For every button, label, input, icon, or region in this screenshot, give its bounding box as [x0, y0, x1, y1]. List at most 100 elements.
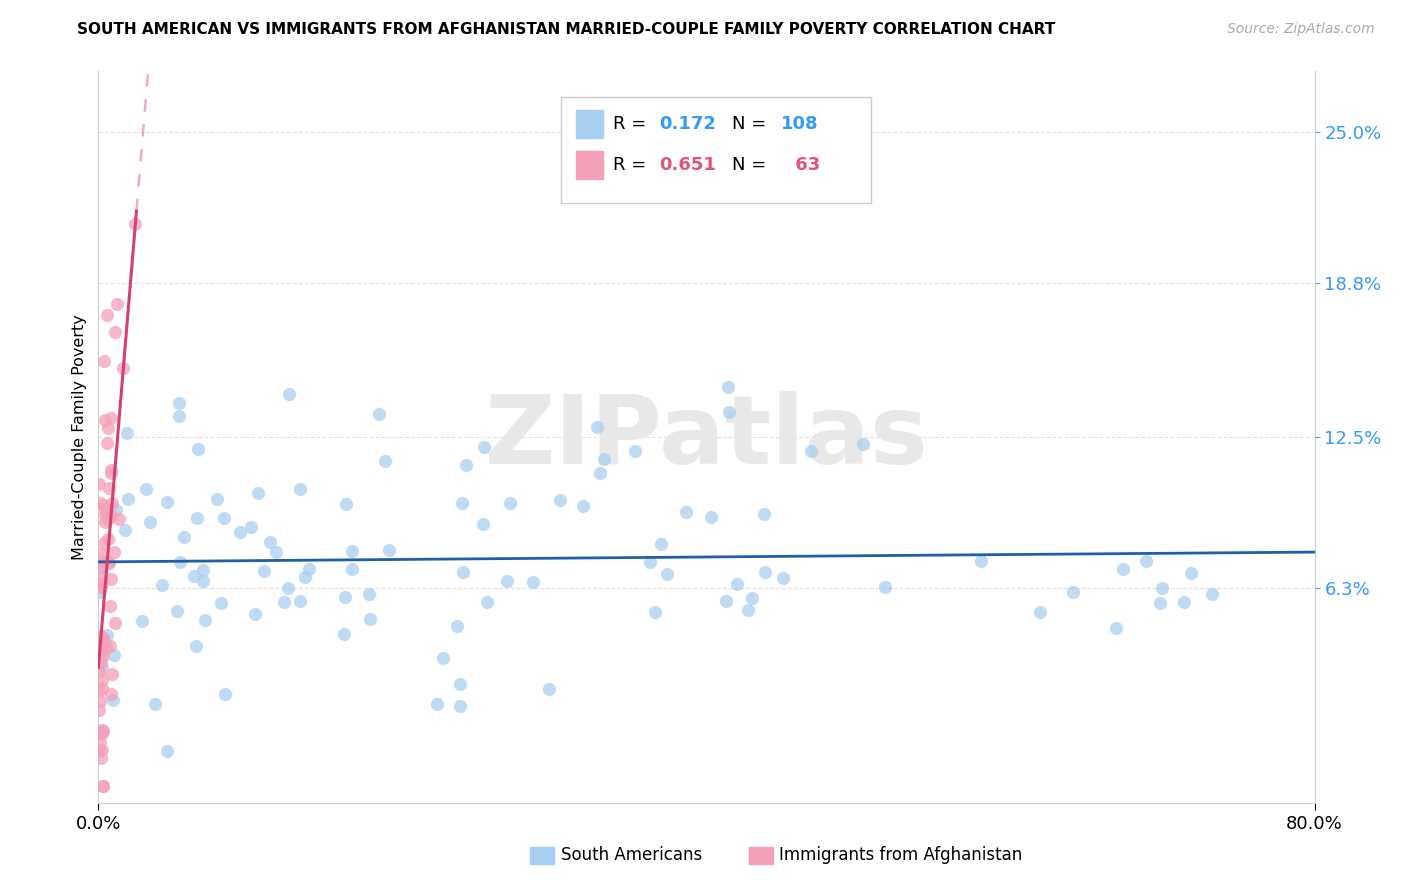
Point: [593, 451, 616, 466]
Point: [91, 779, 114, 793]
Point: [89, 743, 111, 757]
Point: [104, 502, 127, 516]
Point: [89, 650, 111, 665]
Point: [100, 508, 122, 522]
Point: [93, 354, 115, 368]
Text: South Americans: South Americans: [561, 847, 702, 864]
Point: [477, 594, 499, 608]
Point: [89, 585, 111, 599]
Point: [91, 723, 114, 738]
Point: [446, 619, 468, 633]
Point: [90, 681, 112, 696]
Point: [191, 563, 214, 577]
Point: [90, 656, 112, 670]
Text: N =: N =: [733, 156, 772, 174]
Point: [700, 509, 723, 524]
Point: [90, 573, 112, 587]
Point: [94, 508, 117, 522]
Point: [91, 742, 114, 756]
Bar: [530, 847, 554, 864]
Point: [243, 607, 266, 622]
Point: [100, 466, 122, 480]
Point: [209, 596, 232, 610]
Point: [453, 565, 475, 579]
Point: [90, 580, 112, 594]
Bar: [576, 151, 603, 179]
Point: [537, 681, 560, 696]
Point: [193, 574, 215, 589]
Point: [89, 560, 111, 574]
Point: [166, 605, 188, 619]
Point: [207, 491, 229, 506]
Point: [131, 615, 153, 629]
Point: [229, 524, 252, 539]
Point: [100, 463, 122, 477]
Point: [169, 555, 191, 569]
Point: [499, 496, 522, 510]
Point: [449, 698, 471, 713]
Point: [1152, 581, 1174, 595]
Point: [374, 454, 396, 468]
Point: [167, 396, 190, 410]
Point: [91, 779, 114, 793]
Point: [240, 520, 263, 534]
Point: [91, 661, 114, 675]
Point: [290, 594, 312, 608]
Point: [752, 507, 775, 521]
Point: [98, 639, 121, 653]
Point: [1173, 595, 1195, 609]
Text: 63: 63: [789, 156, 821, 174]
Point: [187, 442, 209, 456]
Point: [496, 574, 519, 588]
Point: [1180, 566, 1202, 580]
Point: [875, 580, 897, 594]
Point: [650, 537, 672, 551]
Point: [335, 590, 357, 604]
Point: [186, 639, 208, 653]
Point: [89, 683, 111, 698]
Point: [97, 555, 120, 569]
Point: [589, 466, 612, 480]
Point: [89, 496, 111, 510]
Point: [91, 648, 114, 663]
Point: [100, 572, 122, 586]
Point: [474, 440, 496, 454]
Point: [89, 694, 111, 708]
Point: [246, 485, 269, 500]
Text: 0.172: 0.172: [659, 115, 716, 133]
Point: [96, 628, 118, 642]
Point: [725, 576, 748, 591]
Point: [718, 405, 741, 419]
Point: [100, 496, 122, 510]
Point: [94, 502, 117, 516]
Point: [426, 697, 449, 711]
Point: [548, 492, 571, 507]
Point: [93, 635, 115, 649]
Point: [124, 217, 146, 231]
Text: N =: N =: [733, 115, 772, 133]
Point: [103, 648, 125, 662]
Point: [100, 667, 122, 681]
Point: [266, 545, 288, 559]
Point: [96, 308, 118, 322]
Point: [451, 495, 474, 509]
Point: [638, 555, 661, 569]
Point: [1104, 621, 1126, 635]
Point: [89, 476, 111, 491]
Point: [186, 510, 208, 524]
Point: [89, 665, 111, 679]
Text: R =: R =: [613, 156, 652, 174]
Point: [800, 444, 823, 458]
Point: [288, 482, 311, 496]
Point: [1135, 553, 1157, 567]
Point: [100, 687, 122, 701]
Point: [367, 407, 389, 421]
Point: [89, 735, 111, 749]
Point: [173, 531, 195, 545]
Point: [472, 517, 495, 532]
Point: [624, 444, 647, 458]
Point: [342, 561, 364, 575]
Point: [277, 387, 299, 401]
Point: [93, 515, 115, 529]
Y-axis label: Married-Couple Family Poverty: Married-Couple Family Poverty: [72, 314, 87, 560]
